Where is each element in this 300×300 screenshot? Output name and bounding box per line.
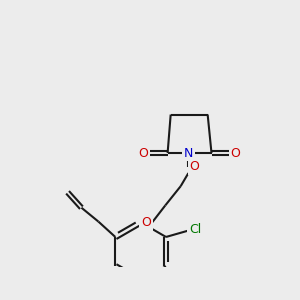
Text: O: O [230, 146, 240, 160]
Text: O: O [141, 216, 151, 229]
Text: O: O [138, 146, 148, 160]
Text: Cl: Cl [189, 223, 201, 236]
Text: O: O [190, 160, 200, 173]
Text: N: N [184, 146, 193, 160]
